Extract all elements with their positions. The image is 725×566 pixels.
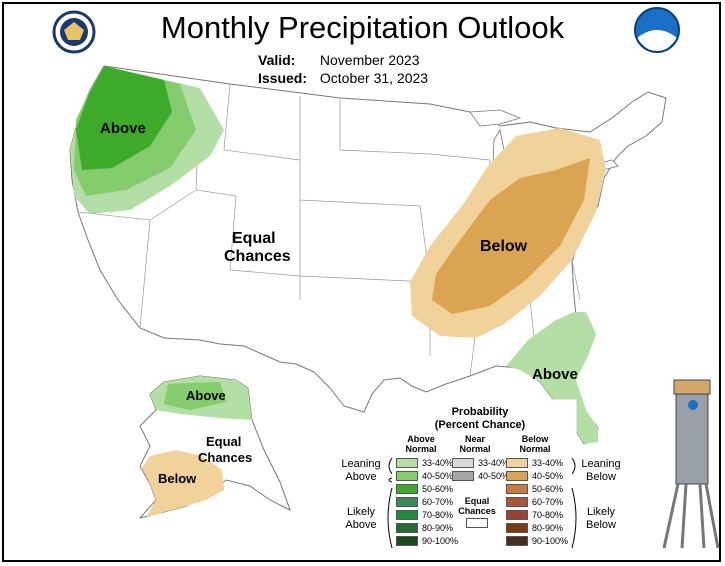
leaning-above-2: Above bbox=[345, 471, 377, 483]
legend-above-swatch bbox=[396, 484, 418, 494]
legend-below-label: 80-90% bbox=[532, 523, 564, 533]
label-above-nw: Above bbox=[100, 120, 146, 137]
issued-label: Issued: bbox=[258, 70, 308, 86]
likely-below-2: Below bbox=[586, 519, 616, 531]
legend-above-swatch bbox=[396, 523, 418, 533]
above-nw-50 bbox=[76, 66, 172, 170]
legend-below-swatch bbox=[506, 484, 528, 494]
legend-equal-swatch bbox=[466, 518, 488, 528]
legend-title-1: Probability bbox=[451, 406, 509, 418]
label-below-east: Below bbox=[480, 238, 528, 255]
issued-row: Issued: October 31, 2023 bbox=[258, 70, 428, 86]
legend-near-swatch bbox=[452, 458, 474, 468]
likely-above-1: Likely bbox=[346, 506, 376, 518]
legend-below-swatch bbox=[506, 497, 528, 507]
legend-above-swatch bbox=[396, 536, 418, 546]
legend-below-swatch bbox=[506, 510, 528, 520]
legend-near-header-2: Normal bbox=[459, 444, 491, 454]
label-below-ak: Below bbox=[158, 471, 197, 486]
page-title: Monthly Precipitation Outlook bbox=[160, 10, 565, 45]
legend-above-swatch bbox=[396, 471, 418, 481]
legend-near-label: 40-50% bbox=[478, 471, 510, 481]
legend-near-label: 33-40% bbox=[478, 458, 510, 468]
likely-above-2: Above bbox=[345, 519, 377, 531]
likely-below-1: Likely bbox=[586, 506, 616, 518]
legend-above-header-1: Above bbox=[407, 434, 435, 444]
above-ak-40 bbox=[164, 382, 226, 410]
legend-below-label: 70-80% bbox=[532, 510, 564, 520]
leaning-above-1: Leaning bbox=[341, 458, 381, 470]
rain-gauge-icon bbox=[662, 379, 720, 549]
label-above-ak: Above bbox=[186, 388, 226, 403]
issued-value: October 31, 2023 bbox=[319, 70, 429, 86]
legend-title-2: (Percent Chance) bbox=[434, 419, 526, 431]
doc-seal-icon bbox=[52, 10, 96, 54]
label-equal-ak-2: Chances bbox=[198, 450, 253, 465]
legend-above-label: 80-90% bbox=[422, 523, 454, 533]
leaning-below-1: Leaning bbox=[581, 458, 621, 470]
legend-below-header-1: Below bbox=[521, 434, 549, 444]
legend-near-header-1: Near bbox=[464, 434, 485, 444]
valid-row: Valid: November 2023 bbox=[258, 52, 420, 68]
legend-above-label: 90-100% bbox=[422, 536, 459, 546]
legend-below-swatch bbox=[506, 471, 528, 481]
legend-above-label: 33-40% bbox=[422, 458, 454, 468]
legend-below-label: 60-70% bbox=[532, 497, 564, 507]
legend-below-label: 50-60% bbox=[532, 484, 564, 494]
legend-above-label: 70-80% bbox=[422, 510, 454, 520]
legend-above-swatch bbox=[396, 510, 418, 520]
legend-above-header-2: Normal bbox=[405, 444, 437, 454]
legend-equal-2: Chances bbox=[458, 506, 496, 516]
below-east-40 bbox=[432, 158, 590, 314]
legend-near-swatch bbox=[452, 471, 474, 481]
legend-below-label: 90-100% bbox=[532, 536, 569, 546]
legend-below-label: 40-50% bbox=[532, 471, 564, 481]
legend-above-swatch bbox=[396, 458, 418, 468]
label-equal-conus-2: Chances bbox=[224, 248, 291, 265]
below-ak-33 bbox=[142, 450, 224, 518]
legend-below-swatch bbox=[506, 536, 528, 546]
legend-above-label: 40-50% bbox=[422, 471, 454, 481]
valid-label: Valid: bbox=[258, 52, 296, 68]
label-above-se: Above bbox=[532, 366, 578, 383]
leaning-below-2: Below bbox=[586, 471, 616, 483]
legend-above-label: 60-70% bbox=[422, 497, 454, 507]
legend-below-swatch bbox=[506, 458, 528, 468]
legend-equal-1: Equal bbox=[464, 496, 490, 506]
legend-above-label: 50-60% bbox=[422, 484, 454, 494]
legend-below-swatch bbox=[506, 523, 528, 533]
label-equal-ak-1: Equal bbox=[206, 434, 242, 449]
legend-above-swatch bbox=[396, 497, 418, 507]
valid-value: November 2023 bbox=[319, 52, 420, 68]
noaa-logo-icon bbox=[634, 7, 680, 53]
legend-below-label: 33-40% bbox=[532, 458, 564, 468]
label-equal-conus-1: Equal bbox=[232, 230, 276, 247]
legend-below-header-2: Normal bbox=[519, 444, 551, 454]
